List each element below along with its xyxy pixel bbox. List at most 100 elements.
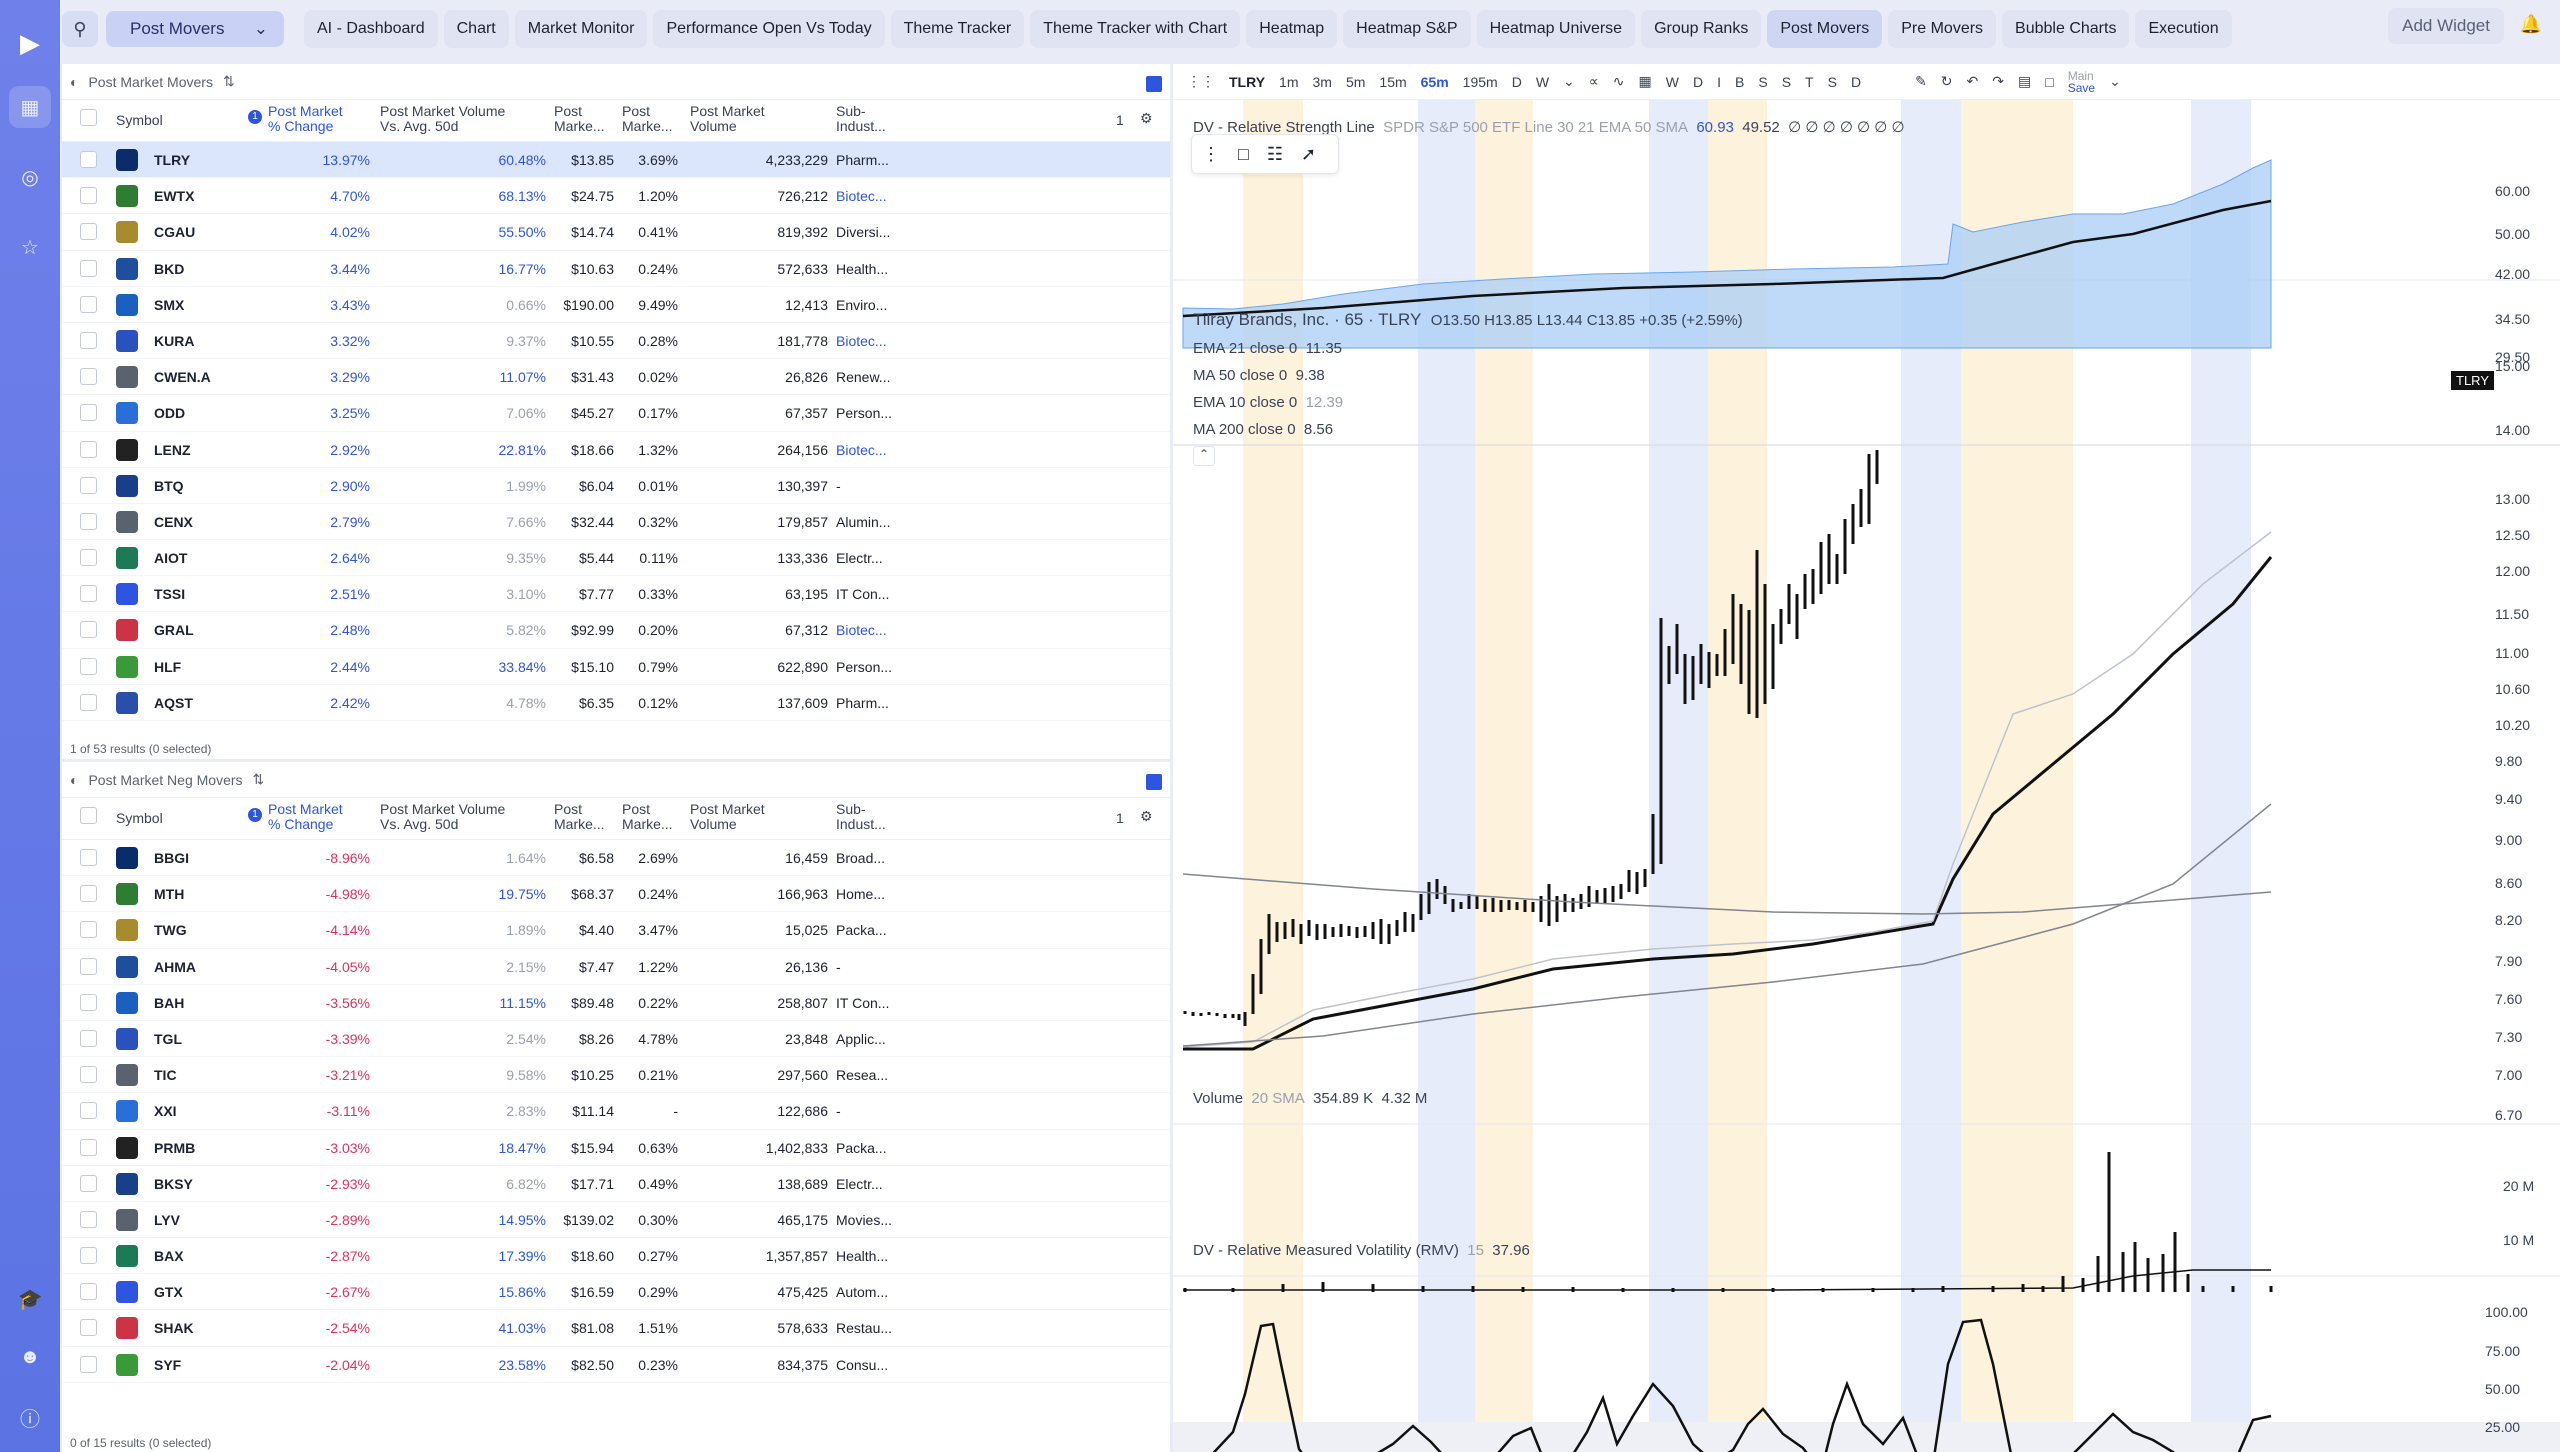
table-row[interactable]: PRMB -3.03% 18.47% $15.94 0.63% 1,402,833 Pack…	[62, 1130, 1170, 1166]
symbol-cell[interactable]: KURA	[154, 332, 195, 349]
col-pm-pct[interactable]: Post Marke...	[622, 103, 673, 134]
period-b[interactable]: B	[1735, 73, 1745, 90]
period-s1[interactable]: S	[1758, 73, 1768, 90]
symbol-cell[interactable]: TLRY	[154, 152, 191, 168]
symbol-cell[interactable]: LENZ	[154, 441, 191, 458]
table-row[interactable]: HLF 2.44% 33.84% $15.10 0.79% 622,890 Person..…	[62, 649, 1170, 685]
row-checkbox[interactable]	[80, 512, 97, 530]
period-t[interactable]: T	[1805, 73, 1814, 90]
symbol-cell[interactable]: TIC	[154, 1067, 177, 1084]
row-checkbox[interactable]	[80, 1174, 97, 1192]
symbol-cell[interactable]: AIOT	[154, 550, 188, 567]
row-checkbox[interactable]	[80, 1138, 97, 1156]
symbol-cell[interactable]: CWEN.A	[154, 369, 211, 386]
row-checkbox[interactable]	[80, 1210, 97, 1228]
symbol-cell[interactable]: SHAK	[154, 1320, 194, 1337]
row-checkbox[interactable]	[80, 440, 97, 458]
table-row[interactable]: LYV -2.89% 14.95% $139.02 0.30% 465,175 Movies…	[62, 1202, 1170, 1239]
table-row[interactable]: BBGI -8.96% 1.64% $6.58 2.69% 16,459 Broad...	[62, 840, 1170, 877]
col-pm-volume-ratio[interactable]: Post Market Volume Vs. Avg. 50d	[380, 801, 506, 832]
symbol-cell[interactable]: BKSY	[154, 1175, 193, 1192]
dashboard-icon[interactable]: ▦	[9, 86, 51, 128]
period-d2[interactable]: D	[1850, 73, 1862, 90]
table-row[interactable]: EWTX 4.70% 68.13% $24.75 1.20% 726,212 Biotec.…	[62, 178, 1170, 215]
table-row[interactable]: BKD 3.44% 16.77% $10.63 0.24% 572,633 Health..…	[62, 251, 1170, 287]
symbol-cell[interactable]: BBGI	[154, 850, 189, 866]
row-checkbox[interactable]	[80, 1319, 97, 1337]
help-icon[interactable]: ⓘ	[20, 1409, 40, 1431]
tab-heatmap-universe[interactable]: Heatmap Universe	[1476, 10, 1636, 48]
row-checkbox[interactable]	[80, 151, 97, 168]
period-i[interactable]: I	[1717, 73, 1721, 90]
period-d[interactable]: D	[1692, 73, 1704, 90]
table-row[interactable]: AHMA -4.05% 2.15% $7.47 1.22% 26,136-	[62, 949, 1170, 985]
symbol-cell[interactable]: ODD	[154, 405, 186, 422]
logo-icon[interactable]: ▶	[20, 28, 40, 58]
table-row[interactable]: SYF -2.04% 23.58% $82.50 0.23% 834,375 Consu..…	[62, 1347, 1170, 1383]
main-save[interactable]: Main Save	[2067, 68, 2096, 95]
table-row[interactable]: SHAK -2.54% 41.03% $81.08 1.51% 578,633 Restau…	[62, 1310, 1170, 1347]
interval-65m[interactable]: 65m	[1420, 73, 1449, 90]
col-pm-volume-ratio[interactable]: Post Market Volume Vs. Avg. 50d	[380, 103, 506, 134]
table-row[interactable]: BTQ 2.90% 1.99% $6.04 0.01% 130,397-	[62, 468, 1170, 504]
col-pm-volume[interactable]: Post Market Volume	[690, 103, 765, 134]
panel-color-button[interactable]	[1146, 76, 1162, 92]
tab-heatmap[interactable]: Heatmap	[1246, 10, 1338, 48]
panel-color-button[interactable]	[1146, 774, 1162, 790]
row-checkbox[interactable]	[80, 693, 97, 711]
symbol-cell[interactable]: MTH	[154, 886, 185, 903]
filter-icon[interactable]: ⇅	[222, 73, 235, 89]
symbol-cell[interactable]: AHMA	[154, 958, 196, 975]
table-row[interactable]: BAH -3.56% 11.15% $89.48 0.22% 258,807 IT Con.…	[62, 985, 1170, 1021]
layout-select[interactable]: Post Movers ⌄	[106, 11, 284, 47]
symbol-cell[interactable]: AQST	[154, 694, 193, 711]
row-checkbox[interactable]	[80, 621, 97, 639]
tab-pre-movers[interactable]: Pre Movers	[1888, 10, 1997, 48]
row-checkbox[interactable]	[80, 657, 97, 675]
row-checkbox[interactable]	[80, 404, 97, 422]
row-checkbox[interactable]	[80, 849, 97, 866]
symbol-cell[interactable]: BAX	[154, 1248, 184, 1265]
symbol-cell[interactable]: CGAU	[154, 224, 196, 241]
row-checkbox[interactable]	[80, 921, 97, 939]
symbol-cell[interactable]: GTX	[154, 1284, 183, 1301]
trend-line-icon[interactable]: ➚	[1301, 143, 1317, 164]
col-pm-pct[interactable]: Post Marke...	[622, 801, 673, 832]
table-row[interactable]: ODD 3.25% 7.06% $45.27 0.17% 67,357 Person...	[62, 395, 1170, 432]
comment-icon[interactable]: □	[1238, 143, 1249, 164]
refresh-icon[interactable]: ↻	[1940, 73, 1953, 89]
tab-heatmap-sp[interactable]: Heatmap S&P	[1343, 10, 1471, 48]
table-row[interactable]: TSSI 2.51% 3.10% $7.77 0.33% 63,195 IT Con...	[62, 576, 1170, 613]
table-row[interactable]: AIOT 2.64% 9.35% $5.44 0.11% 133,336 Electr...	[62, 540, 1170, 577]
select-all-checkbox[interactable]	[80, 807, 97, 824]
symbol-cell[interactable]: BAH	[154, 994, 185, 1011]
graduation-cap-icon[interactable]: 🎓	[17, 1289, 43, 1311]
col-pm-price[interactable]: Post Marke...	[554, 801, 605, 832]
row-checkbox[interactable]	[80, 331, 97, 349]
symbol-cell[interactable]: CENX	[154, 513, 193, 530]
symbol-cell[interactable]: BTQ	[154, 477, 184, 494]
period-s3[interactable]: S	[1827, 73, 1837, 90]
candle-tool-icon[interactable]: ☷	[1266, 143, 1284, 164]
col-symbol[interactable]: Symbol	[116, 810, 163, 826]
tab-theme-tracker[interactable]: Theme Tracker	[890, 10, 1025, 48]
symbol-cell[interactable]: GRAL	[154, 622, 194, 639]
tab-execution[interactable]: Execution	[2135, 10, 2232, 48]
symbol-cell[interactable]: XXI	[154, 1103, 177, 1120]
row-checkbox[interactable]	[80, 223, 97, 241]
tab-chart[interactable]: Chart	[443, 10, 509, 48]
row-checkbox[interactable]	[80, 885, 97, 903]
tab-performance[interactable]: Performance Open Vs Today	[653, 10, 885, 48]
table-row[interactable]: CENX 2.79% 7.66% $32.44 0.32% 179,857 Alumin..…	[62, 504, 1170, 541]
save-layout-icon[interactable]: □	[2045, 73, 2054, 90]
drag-handle-icon[interactable]: ⋮	[1202, 143, 1220, 164]
row-checkbox[interactable]	[80, 1029, 97, 1047]
col-pm-volume[interactable]: Post Market Volume	[690, 801, 765, 832]
collapse-legend-button[interactable]: ⌃	[1193, 446, 1215, 466]
search-button[interactable]: ⚲	[62, 11, 98, 47]
row-checkbox[interactable]	[80, 1283, 97, 1301]
row-checkbox[interactable]	[80, 1102, 97, 1120]
row-checkbox[interactable]	[80, 585, 97, 603]
col-pm-price[interactable]: Post Marke...	[554, 103, 605, 134]
